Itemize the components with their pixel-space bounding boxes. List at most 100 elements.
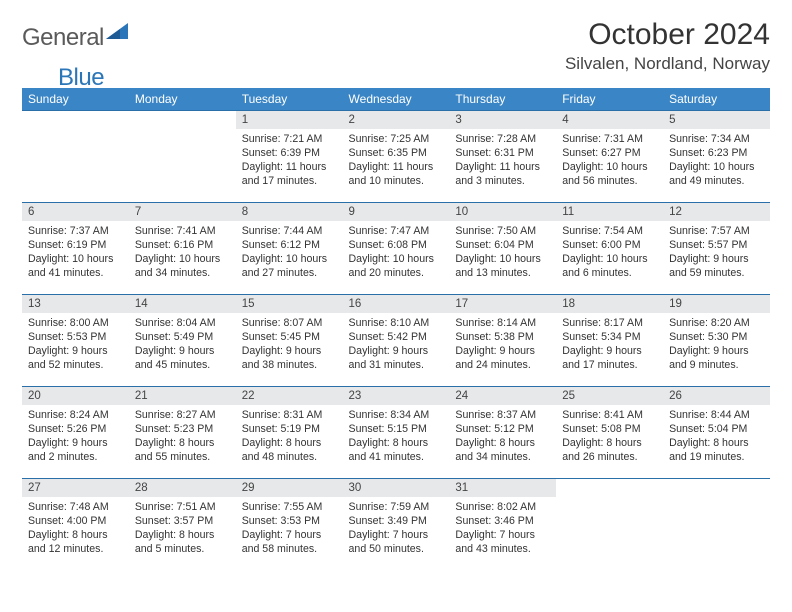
weekday-header: Thursday <box>449 88 556 111</box>
calendar-cell: 29Sunrise: 7:55 AMSunset: 3:53 PMDayligh… <box>236 479 343 571</box>
day-number: 24 <box>449 387 556 405</box>
day-details: Sunrise: 7:34 AMSunset: 6:23 PMDaylight:… <box>663 129 770 193</box>
day-number: 1 <box>236 111 343 129</box>
day-details: Sunrise: 7:48 AMSunset: 4:00 PMDaylight:… <box>22 497 129 561</box>
day-details: Sunrise: 8:04 AMSunset: 5:49 PMDaylight:… <box>129 313 236 377</box>
calendar-cell: 9Sunrise: 7:47 AMSunset: 6:08 PMDaylight… <box>343 203 450 295</box>
location-subtitle: Silvalen, Nordland, Norway <box>565 54 770 74</box>
day-details: Sunrise: 8:10 AMSunset: 5:42 PMDaylight:… <box>343 313 450 377</box>
day-details: Sunrise: 8:27 AMSunset: 5:23 PMDaylight:… <box>129 405 236 469</box>
weekday-header: Friday <box>556 88 663 111</box>
day-details: Sunrise: 8:00 AMSunset: 5:53 PMDaylight:… <box>22 313 129 377</box>
day-details: Sunrise: 8:20 AMSunset: 5:30 PMDaylight:… <box>663 313 770 377</box>
day-details: Sunrise: 8:31 AMSunset: 5:19 PMDaylight:… <box>236 405 343 469</box>
day-details: Sunrise: 7:51 AMSunset: 3:57 PMDaylight:… <box>129 497 236 561</box>
day-number: 11 <box>556 203 663 221</box>
calendar-cell: 15Sunrise: 8:07 AMSunset: 5:45 PMDayligh… <box>236 295 343 387</box>
day-details: Sunrise: 8:07 AMSunset: 5:45 PMDaylight:… <box>236 313 343 377</box>
logo-text-blue: Blue <box>58 64 104 92</box>
day-number: 16 <box>343 295 450 313</box>
calendar-cell: 3Sunrise: 7:28 AMSunset: 6:31 PMDaylight… <box>449 111 556 203</box>
day-number: 27 <box>22 479 129 497</box>
calendar-cell: 6Sunrise: 7:37 AMSunset: 6:19 PMDaylight… <box>22 203 129 295</box>
day-number: 31 <box>449 479 556 497</box>
day-number: 18 <box>556 295 663 313</box>
day-details: Sunrise: 7:55 AMSunset: 3:53 PMDaylight:… <box>236 497 343 561</box>
calendar-cell: 1Sunrise: 7:21 AMSunset: 6:39 PMDaylight… <box>236 111 343 203</box>
calendar-row: 1Sunrise: 7:21 AMSunset: 6:39 PMDaylight… <box>22 111 770 203</box>
calendar-row: 20Sunrise: 8:24 AMSunset: 5:26 PMDayligh… <box>22 387 770 479</box>
calendar-cell-empty <box>556 479 663 571</box>
logo-text-general: General <box>22 24 104 52</box>
calendar-cell: 28Sunrise: 7:51 AMSunset: 3:57 PMDayligh… <box>129 479 236 571</box>
calendar-row: 13Sunrise: 8:00 AMSunset: 5:53 PMDayligh… <box>22 295 770 387</box>
weekday-header: Monday <box>129 88 236 111</box>
title-block: October 2024 Silvalen, Nordland, Norway <box>565 18 770 74</box>
page-title: October 2024 <box>565 18 770 52</box>
day-number: 12 <box>663 203 770 221</box>
day-details: Sunrise: 8:17 AMSunset: 5:34 PMDaylight:… <box>556 313 663 377</box>
day-details: Sunrise: 7:25 AMSunset: 6:35 PMDaylight:… <box>343 129 450 193</box>
day-number: 2 <box>343 111 450 129</box>
day-number: 3 <box>449 111 556 129</box>
day-details: Sunrise: 7:37 AMSunset: 6:19 PMDaylight:… <box>22 221 129 285</box>
calendar-cell: 16Sunrise: 8:10 AMSunset: 5:42 PMDayligh… <box>343 295 450 387</box>
calendar-cell: 11Sunrise: 7:54 AMSunset: 6:00 PMDayligh… <box>556 203 663 295</box>
calendar-cell: 22Sunrise: 8:31 AMSunset: 5:19 PMDayligh… <box>236 387 343 479</box>
calendar-cell: 26Sunrise: 8:44 AMSunset: 5:04 PMDayligh… <box>663 387 770 479</box>
calendar-cell: 24Sunrise: 8:37 AMSunset: 5:12 PMDayligh… <box>449 387 556 479</box>
day-details: Sunrise: 7:54 AMSunset: 6:00 PMDaylight:… <box>556 221 663 285</box>
calendar-cell: 21Sunrise: 8:27 AMSunset: 5:23 PMDayligh… <box>129 387 236 479</box>
calendar-cell: 8Sunrise: 7:44 AMSunset: 6:12 PMDaylight… <box>236 203 343 295</box>
day-number: 14 <box>129 295 236 313</box>
day-number: 9 <box>343 203 450 221</box>
day-number: 20 <box>22 387 129 405</box>
calendar-table: Sunday Monday Tuesday Wednesday Thursday… <box>22 88 770 571</box>
calendar-cell: 12Sunrise: 7:57 AMSunset: 5:57 PMDayligh… <box>663 203 770 295</box>
day-number: 8 <box>236 203 343 221</box>
day-details: Sunrise: 7:21 AMSunset: 6:39 PMDaylight:… <box>236 129 343 193</box>
day-number: 29 <box>236 479 343 497</box>
day-number: 28 <box>129 479 236 497</box>
calendar-cell: 25Sunrise: 8:41 AMSunset: 5:08 PMDayligh… <box>556 387 663 479</box>
day-details: Sunrise: 7:44 AMSunset: 6:12 PMDaylight:… <box>236 221 343 285</box>
day-details: Sunrise: 7:41 AMSunset: 6:16 PMDaylight:… <box>129 221 236 285</box>
calendar-cell: 20Sunrise: 8:24 AMSunset: 5:26 PMDayligh… <box>22 387 129 479</box>
day-number: 30 <box>343 479 450 497</box>
calendar-cell: 17Sunrise: 8:14 AMSunset: 5:38 PMDayligh… <box>449 295 556 387</box>
day-details: Sunrise: 7:59 AMSunset: 3:49 PMDaylight:… <box>343 497 450 561</box>
calendar-cell: 30Sunrise: 7:59 AMSunset: 3:49 PMDayligh… <box>343 479 450 571</box>
day-number: 23 <box>343 387 450 405</box>
day-details: Sunrise: 8:34 AMSunset: 5:15 PMDaylight:… <box>343 405 450 469</box>
calendar-cell: 13Sunrise: 8:00 AMSunset: 5:53 PMDayligh… <box>22 295 129 387</box>
calendar-cell: 4Sunrise: 7:31 AMSunset: 6:27 PMDaylight… <box>556 111 663 203</box>
calendar-cell-empty <box>663 479 770 571</box>
day-details: Sunrise: 7:31 AMSunset: 6:27 PMDaylight:… <box>556 129 663 193</box>
calendar-row: 27Sunrise: 7:48 AMSunset: 4:00 PMDayligh… <box>22 479 770 571</box>
calendar-cell: 10Sunrise: 7:50 AMSunset: 6:04 PMDayligh… <box>449 203 556 295</box>
day-details: Sunrise: 8:41 AMSunset: 5:08 PMDaylight:… <box>556 405 663 469</box>
calendar-cell: 31Sunrise: 8:02 AMSunset: 3:46 PMDayligh… <box>449 479 556 571</box>
header: General October 2024 Silvalen, Nordland,… <box>22 18 770 74</box>
day-details: Sunrise: 8:14 AMSunset: 5:38 PMDaylight:… <box>449 313 556 377</box>
day-number: 4 <box>556 111 663 129</box>
calendar-cell-empty <box>22 111 129 203</box>
weekday-header-row: Sunday Monday Tuesday Wednesday Thursday… <box>22 88 770 111</box>
day-number: 21 <box>129 387 236 405</box>
weekday-header: Tuesday <box>236 88 343 111</box>
day-number: 17 <box>449 295 556 313</box>
calendar-row: 6Sunrise: 7:37 AMSunset: 6:19 PMDaylight… <box>22 203 770 295</box>
day-details: Sunrise: 7:28 AMSunset: 6:31 PMDaylight:… <box>449 129 556 193</box>
weekday-header: Saturday <box>663 88 770 111</box>
day-details: Sunrise: 7:50 AMSunset: 6:04 PMDaylight:… <box>449 221 556 285</box>
day-details: Sunrise: 8:44 AMSunset: 5:04 PMDaylight:… <box>663 405 770 469</box>
calendar-cell: 5Sunrise: 7:34 AMSunset: 6:23 PMDaylight… <box>663 111 770 203</box>
calendar-cell: 18Sunrise: 8:17 AMSunset: 5:34 PMDayligh… <box>556 295 663 387</box>
logo: General <box>22 24 128 52</box>
day-number: 25 <box>556 387 663 405</box>
day-number: 5 <box>663 111 770 129</box>
calendar-cell: 2Sunrise: 7:25 AMSunset: 6:35 PMDaylight… <box>343 111 450 203</box>
day-number: 13 <box>22 295 129 313</box>
logo-triangle-icon <box>106 23 128 46</box>
day-number: 26 <box>663 387 770 405</box>
